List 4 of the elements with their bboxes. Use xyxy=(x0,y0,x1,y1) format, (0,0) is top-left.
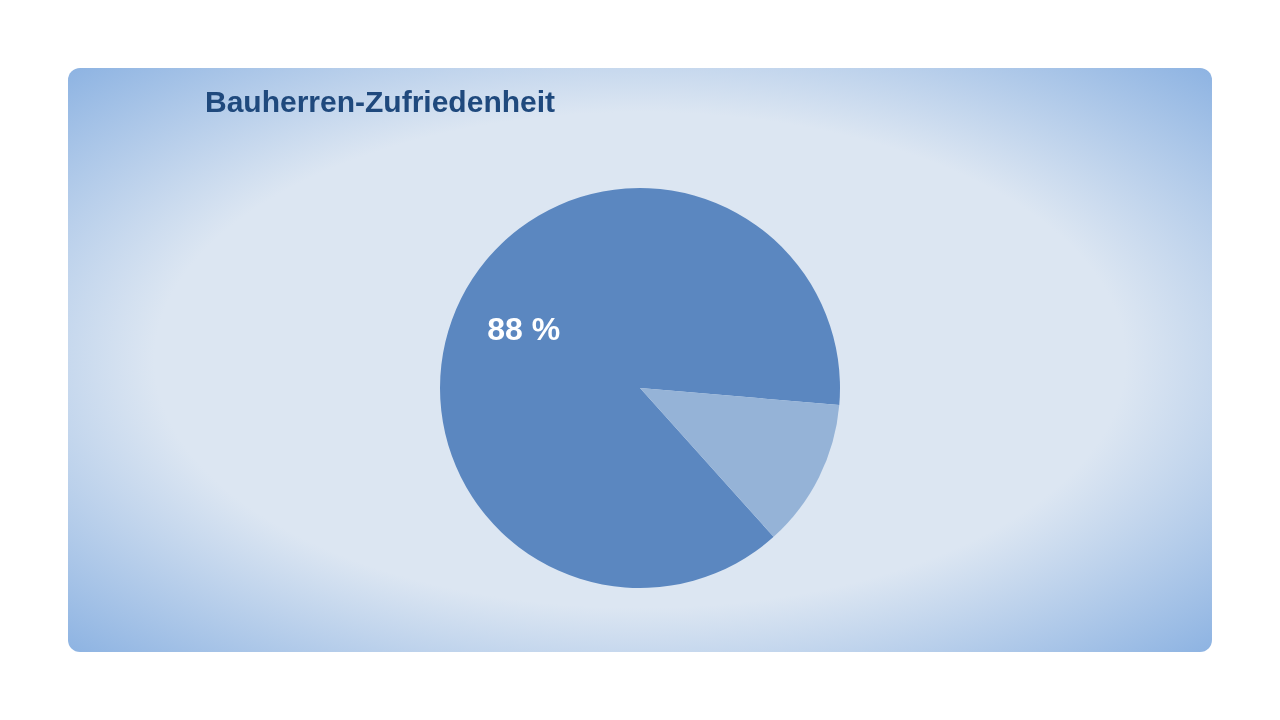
data-label: 88 % xyxy=(487,311,561,348)
pie-slice xyxy=(640,388,840,537)
pie-slice xyxy=(440,188,840,588)
chart-title: Bauherren-Zufriedenheit xyxy=(205,85,556,118)
